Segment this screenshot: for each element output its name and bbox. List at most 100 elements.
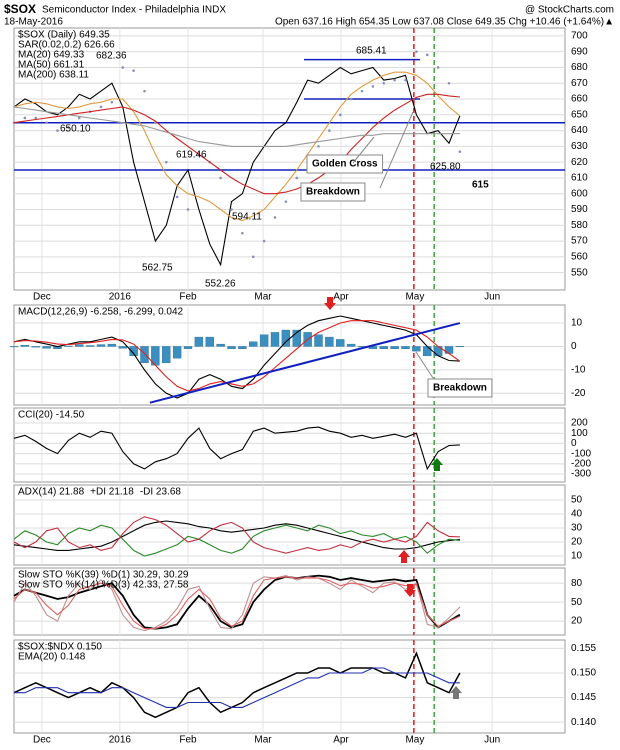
annotation-box bbox=[300, 182, 366, 202]
histogram-bar bbox=[205, 336, 214, 347]
histogram-bar bbox=[401, 346, 410, 349]
legend-entry: +DI 21.18 bbox=[90, 487, 134, 498]
histogram-bar bbox=[31, 346, 40, 348]
y-tick-label: 50 bbox=[571, 495, 583, 506]
sar-dot bbox=[251, 255, 255, 259]
histogram-bar bbox=[444, 346, 454, 354]
legend-entry: EMA(20) 0.148 bbox=[18, 652, 86, 663]
date: 18-May-2016 bbox=[4, 17, 63, 28]
x-tick-label: May bbox=[405, 735, 424, 746]
series-line bbox=[13, 71, 461, 222]
annotation: 594.11 bbox=[232, 212, 262, 223]
sar-dot bbox=[99, 105, 103, 109]
legend-entry: MA(20) 649.33 bbox=[18, 50, 85, 61]
y-tick-label: -100 bbox=[571, 448, 591, 459]
y-tick-label: 20 bbox=[571, 537, 583, 548]
legend-entry: MA(50) 661.31 bbox=[18, 60, 85, 71]
series-line bbox=[13, 315, 460, 399]
sar-dot bbox=[121, 66, 125, 69]
sar-dot bbox=[425, 53, 429, 57]
annotation: 625.80 bbox=[430, 162, 461, 173]
series-line bbox=[13, 106, 460, 147]
y-tick-label: 40 bbox=[571, 509, 583, 520]
series-line bbox=[13, 66, 461, 267]
series-line bbox=[13, 320, 461, 392]
sar-dot bbox=[143, 89, 146, 93]
histogram-bar bbox=[216, 343, 225, 347]
annotation-box bbox=[306, 154, 384, 174]
callout bbox=[415, 351, 434, 379]
sar-dot bbox=[164, 160, 168, 164]
y-tick-label: 100 bbox=[571, 428, 588, 439]
legend-entry: Slow STO %K(39) %D(1) 30.29, 30.29 bbox=[18, 570, 189, 581]
histogram-bar bbox=[270, 332, 280, 347]
sar-dot bbox=[284, 200, 288, 203]
arrow bbox=[398, 550, 410, 563]
histogram-bar bbox=[314, 334, 323, 347]
x-tick-label: Mar bbox=[254, 292, 272, 303]
x-tick-label: Apr bbox=[333, 735, 349, 746]
y-tick-label: 700 bbox=[571, 31, 588, 42]
arrow bbox=[324, 297, 336, 310]
sar-dot bbox=[45, 121, 48, 124]
y-tick-label: 0.145 bbox=[571, 692, 596, 703]
histogram-bar bbox=[96, 344, 106, 347]
sar-dot bbox=[349, 97, 353, 101]
y-tick-label: -200 bbox=[571, 458, 591, 469]
panel-frame bbox=[13, 484, 566, 566]
sar-dot bbox=[77, 116, 81, 120]
y-tick-label: 560 bbox=[571, 251, 588, 262]
x-tick-label: Jun bbox=[484, 735, 500, 746]
annotation: 562.75 bbox=[142, 263, 173, 274]
histogram-bar bbox=[118, 346, 127, 349]
histogram-bar bbox=[412, 346, 421, 352]
y-tick-label: 200 bbox=[571, 418, 588, 429]
series-line bbox=[13, 574, 461, 630]
legend-entry: SAR(0.02,0.2) 626.66 bbox=[18, 40, 115, 51]
histogram-bar bbox=[259, 334, 269, 347]
y-tick-label: 30 bbox=[571, 523, 583, 534]
trend-line bbox=[149, 322, 461, 404]
sar-dot bbox=[393, 78, 396, 82]
y-tick-label: 0 bbox=[571, 438, 577, 449]
histogram-bar bbox=[238, 346, 247, 349]
sar-dot bbox=[295, 176, 299, 180]
series-line bbox=[13, 524, 460, 557]
series-line bbox=[13, 520, 460, 551]
x-tick-label: Dec bbox=[33, 292, 51, 303]
y-tick-label: 10 bbox=[571, 551, 583, 562]
x-tick-label: Jun bbox=[484, 292, 500, 303]
y-tick-label: 600 bbox=[571, 188, 588, 199]
symbol: $SOX bbox=[4, 2, 36, 16]
histogram-bar bbox=[336, 339, 345, 347]
y-tick-label: 580 bbox=[571, 220, 588, 231]
histogram-bar bbox=[325, 336, 334, 347]
sar-dot bbox=[56, 129, 59, 132]
x-tick-label: Apr bbox=[333, 292, 349, 303]
callout bbox=[352, 136, 375, 164]
annotation: Breakdown bbox=[306, 187, 360, 198]
histogram-bar bbox=[107, 343, 117, 347]
series-line bbox=[13, 575, 461, 632]
histogram-bar bbox=[162, 346, 171, 364]
legend-entry: $SOX (Daily) 649.35 bbox=[18, 30, 110, 41]
annotation: 650.10 bbox=[60, 124, 91, 135]
y-tick-label: 630 bbox=[571, 141, 588, 152]
sar-dot bbox=[175, 195, 179, 199]
x-tick-label: Mar bbox=[254, 735, 272, 746]
y-tick-label: 10 bbox=[571, 318, 583, 329]
y-tick-label: 570 bbox=[571, 236, 588, 247]
y-tick-label: 80 bbox=[571, 578, 583, 589]
index-name: Semiconductor Index - Philadelphia INDX bbox=[42, 5, 226, 16]
histogram-bar bbox=[129, 346, 138, 357]
sar-dot bbox=[230, 208, 233, 211]
series-line bbox=[13, 516, 460, 554]
sar-dot bbox=[219, 176, 222, 180]
y-tick-label: 670 bbox=[571, 78, 588, 89]
sar-dot bbox=[241, 231, 244, 235]
panel-frame bbox=[13, 567, 566, 636]
series-line bbox=[14, 667, 460, 708]
legend-entry: CCI(20) -14.50 bbox=[18, 410, 85, 421]
annotation-box bbox=[427, 378, 493, 398]
series-line bbox=[13, 576, 461, 630]
